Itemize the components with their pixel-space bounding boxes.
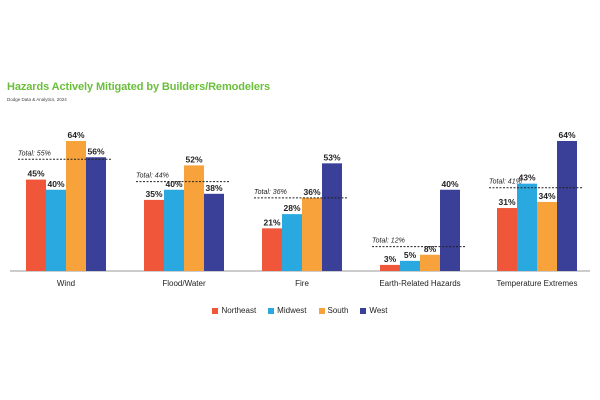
bar-value-label: 40% [441,179,458,189]
legend-swatch-west [360,307,367,314]
bar-northeast-1 [144,199,164,271]
legend-item-south: South [318,306,349,315]
bar-value-label: 35% [145,189,162,199]
bar-west-4 [557,141,577,271]
bar-value-label: 43% [518,173,535,183]
bar-value-label: 38% [205,183,222,193]
legend-label-northeast: Northeast [221,306,257,315]
legend-swatch-northeast [212,307,219,314]
legend-item-midwest: Midwest [268,306,307,315]
bar-west-0 [86,157,106,271]
bar-value-label: 64% [558,130,575,140]
bar-value-label: 8% [424,244,437,254]
bar-south-2 [302,197,322,271]
bar-midwest-1 [164,189,184,271]
category-label: Temperature Extremes [497,279,578,288]
bar-south-1 [184,165,204,271]
bar-midwest-3 [400,260,420,271]
bar-midwest-4 [517,183,537,271]
legend: Northeast Midwest South West [0,306,600,315]
legend-item-west: West [360,306,388,315]
bar-midwest-2 [282,214,302,271]
bar-value-label: 45% [27,169,44,179]
total-label: Total: 12% [372,238,405,245]
bar-northeast-0 [26,179,46,271]
bar-value-label: 34% [538,191,555,201]
bar-west-1 [204,193,224,271]
bar-west-2 [322,163,342,271]
bar-value-label: 56% [87,146,104,156]
total-label: Total: 55% [18,150,51,157]
bar-value-label: 53% [323,152,340,162]
category-label: Earth-Related Hazards [379,279,460,288]
bar-midwest-0 [46,189,66,271]
category-label: Wind [57,279,75,288]
bar-value-label: 64% [67,130,84,140]
category-label: Fire [295,279,309,288]
bar-value-label: 5% [404,250,417,260]
bar-value-label: 52% [185,154,202,164]
legend-label-south: South [327,306,349,315]
legend-label-midwest: Midwest [277,306,307,315]
bar-value-label: 31% [498,197,515,207]
bar-south-0 [66,141,86,271]
bar-south-3 [420,254,440,271]
total-label: Total: 44% [136,173,169,180]
bar-northeast-2 [262,228,282,271]
chart-title: Hazards Actively Mitigated by Builders/R… [7,81,271,93]
bar-northeast-3 [380,264,400,271]
legend-label-west: West [369,306,388,315]
legend-swatch-midwest [268,307,275,314]
bar-value-label: 40% [165,179,182,189]
bar-value-label: 3% [384,254,397,264]
bar-west-3 [440,189,460,271]
bar-value-label: 40% [47,179,64,189]
legend-swatch-south [318,307,325,314]
bar-value-label: 28% [283,203,300,213]
bar-value-label: 36% [303,187,320,197]
chart-subtitle: Dodge Data & Analytics, 2024 [7,97,67,102]
bar-south-4 [537,201,557,271]
legend-item-northeast: Northeast [212,306,256,315]
bar-northeast-4 [497,208,517,271]
total-label: Total: 41% [489,179,522,186]
total-label: Total: 36% [254,189,287,196]
bar-value-label: 21% [263,217,280,227]
category-label: Flood/Water [162,279,206,288]
